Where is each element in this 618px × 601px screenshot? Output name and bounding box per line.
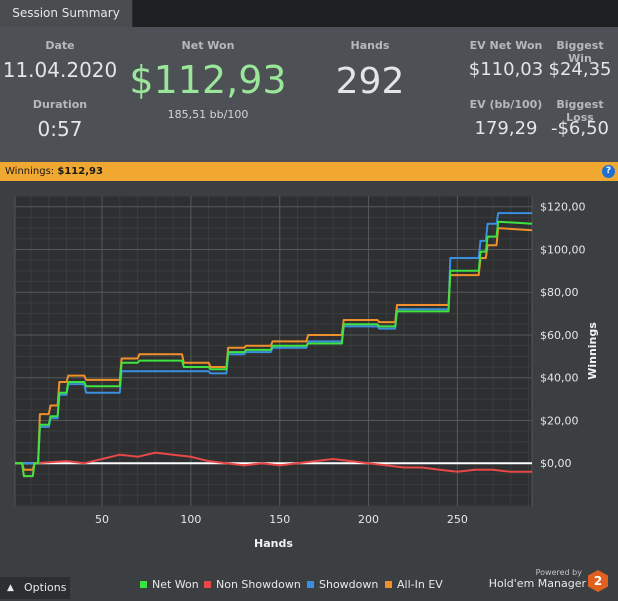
legend-showdown[interactable]: Showdown [307,578,378,592]
y-tick-label: $60,00 [540,329,579,342]
legend-all-in-ev[interactable]: All-In EV [385,578,443,592]
winnings-bar: Winnings: $112,93 ? [0,162,618,181]
series-line-non-showdown [15,451,532,478]
net-won-value: $112,93 [129,58,287,102]
biggest-win-label: Biggest Win [556,39,604,65]
hands-value: 292 [335,61,405,102]
caret-up-icon: ▲ [7,583,14,593]
y-tick-label: $80,00 [540,286,579,299]
legend-label-net-won: Net Won [152,578,199,591]
bb-per-100: 185,51 bb/100 [167,108,249,121]
tick-labels: 50 100 150 200 250 $0,00 $20,00 $40,00 $60,00 $80… [95,201,585,526]
ev-net-won-value: $110,03 [468,59,544,80]
biggest-loss-label: Biggest Loss [556,98,604,124]
legend-net-won[interactable]: Net Won [140,578,199,592]
y-tick-label: $120,00 [540,201,586,214]
ev-net-won-label: EV Net Won [469,39,543,52]
duration-value: 0:57 [37,117,83,141]
winnings-text: Winnings: $112,93 [5,162,103,181]
options-label: Options [24,581,67,594]
series-line-showdown [15,212,532,465]
plot-background [14,195,533,507]
series-line-net-won [15,220,533,478]
session-summary-panel: Date 11.04.2020 Duration 0:57 Net Won $1… [0,27,618,162]
winnings-value: $112,93 [57,166,103,177]
ev-bb-value: 179,29 [474,118,538,139]
y-tick-label: $0,00 [540,457,572,470]
legend-label-all-in-ev: All-In EV [397,578,443,591]
series-group [15,212,533,478]
x-axis-title: Hands [254,537,293,550]
y-tick-label: $40,00 [540,372,579,385]
y-axis-title: Winnings [586,322,599,380]
x-tick-label: 150 [269,513,290,526]
legend-swatch-non-showdown [204,580,211,588]
powered-by-text: Powered by [535,568,582,577]
x-tick-label: 200 [358,513,379,526]
y-tick-label: $20,00 [540,414,579,427]
question-icon[interactable]: ? [602,165,615,178]
tab-session-summary[interactable]: Session Summary [0,0,133,27]
x-tick-label: 50 [95,513,109,526]
legend-label-showdown: Showdown [319,578,379,591]
x-tick-label: 100 [180,513,201,526]
hm2-logo-icon: 2 [588,570,608,592]
net-won-label: Net Won [181,39,235,52]
y-tick-label: $100,00 [540,243,586,256]
tab-bar: Session Summary [0,0,618,27]
date-label: Date [45,39,75,52]
winnings-chart: 50 100 150 200 250 $0,00 $20,00 $40,00 $60,00 $80… [14,195,599,550]
legend-swatch-showdown [307,580,314,588]
winnings-label: Winnings: [5,166,55,177]
brand-name: Hold'em Manager [488,577,586,590]
date-value: 11.04.2020 [2,58,118,82]
legend-label-non-showdown: Non Showdown [216,578,301,591]
legend-swatch-all-in-ev [385,580,392,588]
x-tick-label: 250 [447,513,468,526]
biggest-loss-value: -$6,50 [550,118,610,139]
hands-label: Hands [350,39,390,52]
legend-non-showdown[interactable]: Non Showdown [204,578,301,592]
options-button[interactable]: ▲ Options [0,577,70,599]
ev-bb-label: EV (bb/100) [469,98,543,111]
brand-logo: Powered by Hold'em Manager 2 [480,567,614,599]
biggest-win-value: $24,35 [548,59,612,80]
duration-label: Duration [32,98,88,111]
legend-swatch-net-won [140,580,147,588]
